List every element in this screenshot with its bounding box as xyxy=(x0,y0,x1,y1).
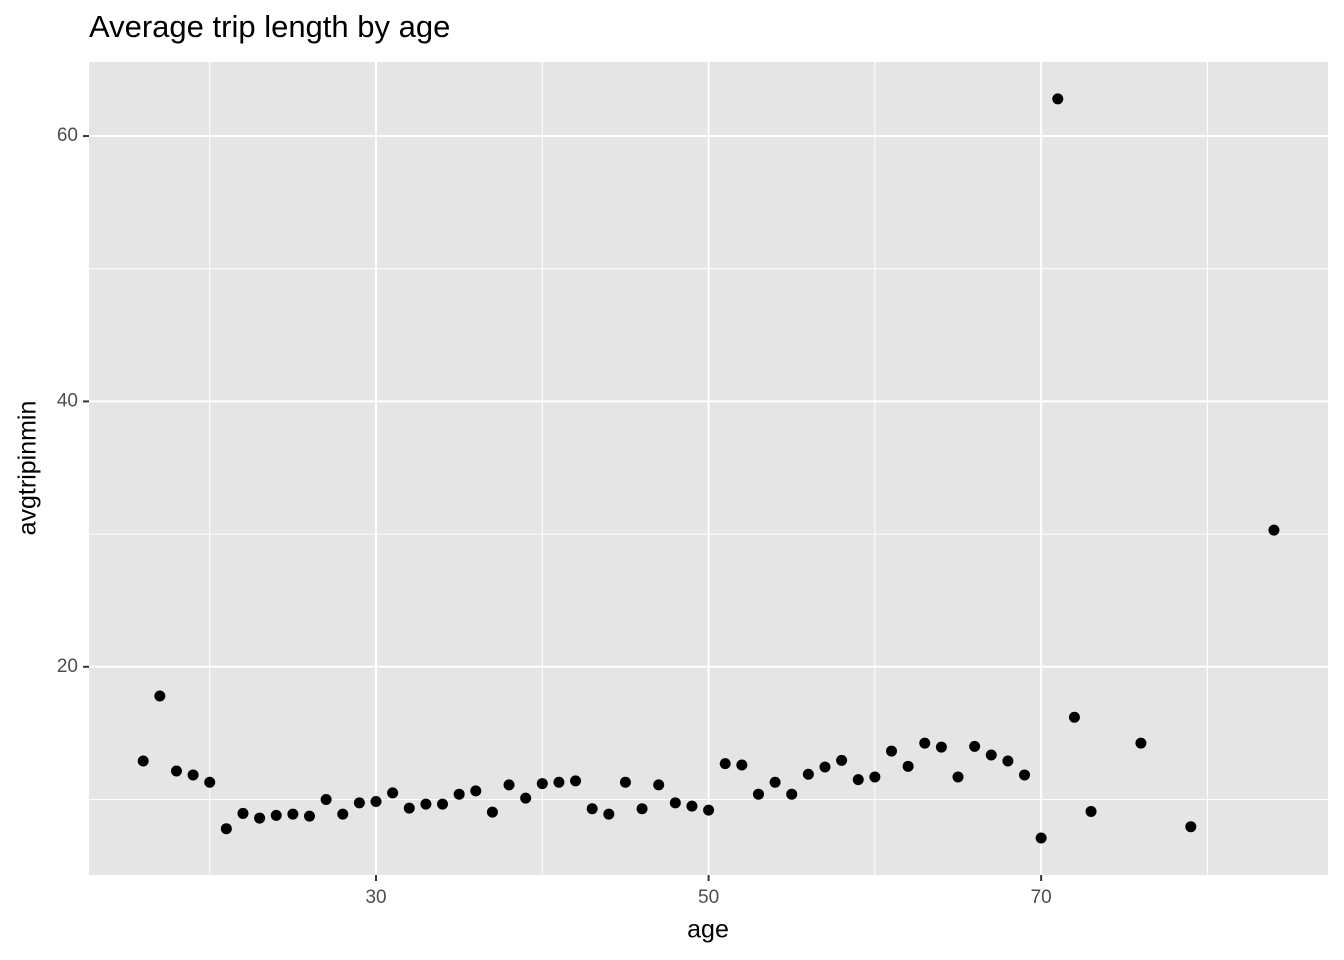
point xyxy=(852,774,864,786)
point xyxy=(437,798,449,810)
point xyxy=(220,823,232,835)
point xyxy=(869,771,881,783)
point xyxy=(669,797,681,809)
y-tick-label: 40 xyxy=(57,390,78,411)
point xyxy=(204,776,216,788)
point xyxy=(1035,832,1047,844)
point xyxy=(836,754,848,766)
point xyxy=(254,812,266,824)
point xyxy=(287,808,299,820)
point xyxy=(603,808,615,820)
point xyxy=(985,749,997,761)
point xyxy=(570,775,582,787)
point xyxy=(1085,805,1097,817)
point xyxy=(486,806,498,818)
point xyxy=(1268,524,1280,536)
point xyxy=(703,804,715,816)
point xyxy=(553,776,565,788)
point xyxy=(752,788,764,800)
point xyxy=(1068,711,1080,723)
point xyxy=(387,787,399,799)
point xyxy=(137,755,149,767)
point xyxy=(586,803,598,815)
point xyxy=(1002,755,1014,767)
point xyxy=(1135,737,1147,749)
point xyxy=(969,740,981,752)
y-tick-label: 60 xyxy=(57,125,78,146)
point xyxy=(885,745,897,757)
chart-title: Average trip length by age xyxy=(89,9,450,44)
point xyxy=(353,797,365,809)
point xyxy=(952,771,964,783)
point xyxy=(520,792,532,804)
point xyxy=(187,769,199,781)
y-tick-label: 20 xyxy=(57,656,78,677)
point xyxy=(370,795,382,807)
point xyxy=(653,779,665,791)
point xyxy=(337,808,349,820)
point xyxy=(819,761,831,773)
point xyxy=(719,758,731,770)
x-tick-label: 30 xyxy=(365,887,386,908)
point xyxy=(1019,769,1031,781)
point xyxy=(237,807,249,819)
point xyxy=(470,785,482,797)
point xyxy=(453,788,465,800)
point xyxy=(1052,93,1064,105)
point xyxy=(1185,821,1197,833)
point xyxy=(154,690,166,702)
x-tick-label: 50 xyxy=(698,887,719,908)
point xyxy=(303,810,315,822)
point xyxy=(686,800,698,812)
point xyxy=(636,803,648,815)
point xyxy=(320,793,332,805)
point xyxy=(769,776,781,788)
point xyxy=(736,759,748,771)
point xyxy=(420,798,432,810)
point xyxy=(786,788,798,800)
x-axis-label: age xyxy=(687,916,729,944)
point xyxy=(503,779,515,791)
point xyxy=(536,778,548,790)
point xyxy=(170,765,182,777)
point xyxy=(919,737,931,749)
point xyxy=(270,809,282,821)
point xyxy=(619,776,631,788)
point xyxy=(802,768,814,780)
x-tick-label: 70 xyxy=(1031,887,1052,908)
point xyxy=(902,760,914,772)
point xyxy=(935,741,947,753)
y-axis-label: avgtripinmin xyxy=(14,401,42,536)
point xyxy=(403,802,415,814)
